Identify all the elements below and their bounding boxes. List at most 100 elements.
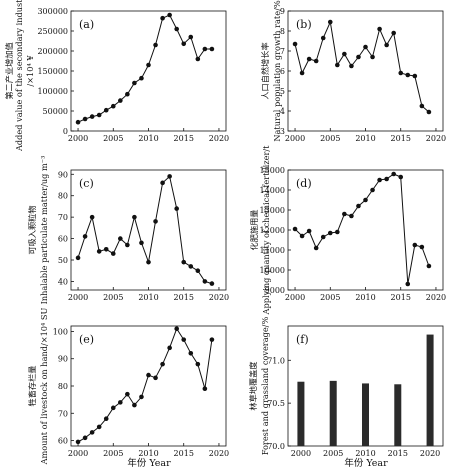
data-point (299, 233, 305, 239)
data-point (167, 345, 172, 351)
data-point (320, 35, 326, 41)
data-point (160, 15, 165, 21)
panel-label: (d) (296, 177, 312, 190)
x-tick-label: 2015 (388, 449, 408, 458)
x-tick-label: 2010 (138, 134, 158, 143)
x-tick-label: 2015 (174, 449, 194, 458)
data-point (160, 361, 165, 367)
data-point (153, 375, 158, 381)
data-point (384, 176, 389, 182)
data-point (327, 230, 333, 236)
x-axis-title-left: 年份 Year (127, 457, 171, 469)
data-point (349, 63, 354, 69)
data-point (167, 12, 172, 18)
x-axis-title-right: 年份 Year (344, 457, 388, 469)
data-point (132, 214, 137, 220)
series-line (294, 173, 430, 285)
x-tick-label: 2020 (209, 134, 229, 143)
plot-frame (70, 10, 227, 132)
data-point (132, 80, 137, 86)
data-point (398, 70, 404, 76)
data-point (75, 439, 81, 445)
y-tick-label: 0 (63, 127, 68, 136)
chart-panel-2: 2000 2005 2010 2015 2020 3 4 5 6 7 8 9 (b) 人口自然增长率 Nat… (260, 0, 446, 143)
x-tick-label: 2015 (391, 293, 411, 302)
x-tick-label: 2005 (320, 134, 340, 143)
data-point (419, 103, 425, 109)
bar (426, 334, 434, 446)
bar (297, 381, 305, 446)
data-point (139, 75, 144, 81)
x-tick-label: 2020 (426, 293, 446, 302)
data-point (313, 245, 319, 251)
x-tick-label: 2000 (285, 293, 305, 302)
y-axis-label: 牲畜存栏量 (27, 366, 37, 407)
y-tick-label: 13000 (260, 206, 285, 215)
data-point (118, 236, 123, 241)
data-point (103, 416, 109, 422)
chart-panel-4: 2000 2005 2010 2015 2020 9000 10000 11000 12000 1… (249, 145, 446, 316)
data-point (335, 229, 340, 235)
data-point (181, 41, 187, 47)
bar (329, 380, 337, 446)
data-point (306, 228, 312, 234)
data-point (292, 226, 298, 232)
data-point (202, 46, 208, 52)
y-axis-label: 人口自然增长率 (260, 42, 270, 99)
data-point (139, 394, 144, 400)
x-tick-label: 2010 (138, 293, 158, 302)
data-point (342, 51, 347, 57)
chart-panel-5: 2000 2005 2010 2015 2020 60 70 80 90 100 (e) 牲畜存栏量 A… (27, 308, 229, 466)
y-axis-label: Applying quantity of chemical fertilizer… (261, 145, 271, 316)
data-point (75, 255, 81, 261)
x-tick-label: 2020 (209, 293, 229, 302)
data-point (202, 386, 208, 392)
data-point (103, 246, 109, 252)
y-tick-label: 90 (58, 355, 68, 364)
x-tick-label: 2000 (68, 449, 88, 458)
x-tick-label: 2010 (138, 449, 158, 458)
data-point (419, 244, 425, 250)
y-tick-label: 10000 (260, 266, 285, 275)
y-tick-label: 250000 (37, 27, 68, 36)
bar (362, 383, 369, 446)
data-point (174, 326, 179, 332)
data-point (103, 107, 109, 113)
y-axis-label: 林草地覆盖度 (248, 361, 258, 410)
y-tick-label: 6 (280, 67, 285, 76)
y-axis-label: Inhalable particulate matter/ug m⁻³ (39, 156, 49, 305)
data-point (377, 177, 382, 183)
bar (394, 384, 402, 446)
y-tick-label: 200000 (37, 47, 68, 56)
y-tick-label: 9000 (265, 286, 285, 295)
x-tick-label: 2010 (355, 449, 375, 458)
series-line (77, 14, 212, 123)
data-point (377, 26, 382, 32)
data-point (398, 174, 404, 180)
data-point (188, 350, 194, 356)
data-point (125, 242, 130, 248)
y-tick-label: 300000 (37, 7, 68, 16)
y-tick-label: 100000 (37, 87, 68, 96)
data-point (146, 259, 151, 265)
data-point (405, 281, 411, 287)
x-tick-label: 2010 (355, 293, 375, 302)
x-tick-label: 2000 (68, 293, 88, 302)
x-tick-label: 2000 (285, 134, 305, 143)
y-axis-label: 可吸入颗粒物 (27, 205, 37, 254)
data-point (181, 337, 187, 342)
data-point (363, 197, 368, 203)
panel-label: (c) (79, 177, 94, 190)
data-point (412, 73, 418, 79)
x-tick-label: 2005 (323, 449, 343, 458)
x-tick-label: 2020 (209, 449, 229, 458)
x-tick-label: 2005 (103, 449, 123, 458)
data-point (195, 361, 201, 367)
data-point (349, 213, 354, 219)
y-tick-label: 70.5 (267, 399, 285, 408)
data-point (96, 249, 102, 254)
data-point (195, 268, 201, 274)
y-tick-label: 8 (280, 27, 285, 36)
panel-label: (e) (79, 333, 94, 346)
y-tick-label: 60 (58, 437, 68, 446)
